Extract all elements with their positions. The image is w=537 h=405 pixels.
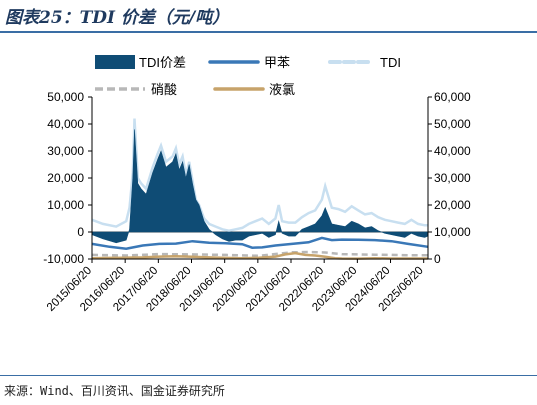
left-tick-label: -10,000 (43, 252, 84, 266)
chart-axes: 50,000 40,000 30,000 20,000 10,000 0 -10,000 60… (43, 90, 471, 314)
legend-item: 硝酸 (95, 82, 177, 97)
legend-item: 液氯 (213, 82, 295, 97)
legend-item: 甲苯 (208, 55, 290, 70)
legend-label: 甲苯 (264, 55, 290, 70)
left-tick-label: 40,000 (47, 117, 84, 131)
left-tick-label: 20,000 (47, 171, 84, 185)
right-tick-label: 0 (434, 252, 441, 266)
legend-item: TDI (328, 55, 401, 70)
right-tick-label: 50,000 (434, 117, 471, 131)
right-tick-label: 40,000 (434, 144, 471, 158)
legend-item: TDI价差 (95, 55, 186, 70)
left-tick-label: 0 (77, 225, 84, 239)
chart: TDI价差 甲苯 TDI 硝酸 液氯 50,000 40,000 30,000 20,000 1… (43, 55, 471, 314)
series-nitric-acid-line (91, 250, 428, 258)
plot-area (91, 118, 429, 260)
right-tick-label: 10,000 (434, 225, 471, 239)
legend-label: 液氯 (269, 82, 295, 97)
series-toluene-line (91, 236, 429, 250)
footer-divider (0, 375, 537, 376)
legend-label: TDI价差 (139, 55, 186, 70)
chart-legend: TDI价差 甲苯 TDI 硝酸 液氯 (95, 55, 401, 97)
title-bar: 图表25：TDI 价差（元/吨） (0, 0, 537, 30)
source-note: 来源：Wind、百川资讯、国金证券研究所 (4, 384, 225, 398)
right-tick-label: 60,000 (434, 90, 471, 104)
left-tick-label: 10,000 (47, 198, 84, 212)
page-title: 图表25：TDI 价差（元/吨） (5, 8, 230, 28)
legend-label: 硝酸 (151, 82, 177, 97)
left-tick-label: 30,000 (47, 144, 84, 158)
right-tick-label: 20,000 (434, 198, 471, 212)
left-tick-label: 50,000 (47, 90, 84, 104)
legend-swatch-tdi-spread (95, 55, 135, 69)
title-divider (0, 31, 537, 33)
legend-label: TDI (380, 55, 401, 70)
right-tick-label: 30,000 (434, 171, 471, 185)
series-tdi-line (91, 118, 428, 232)
series-tdi-spread-area (91, 129, 429, 244)
